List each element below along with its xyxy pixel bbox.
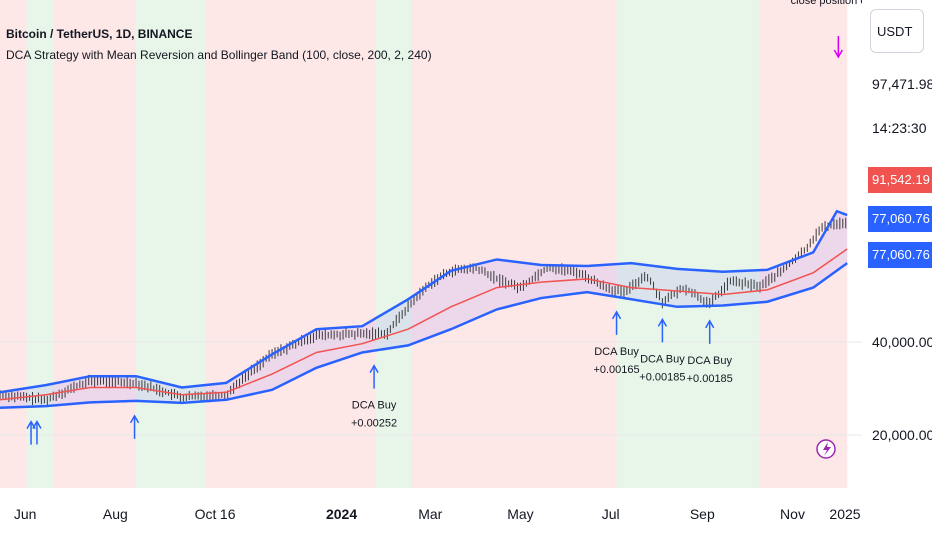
x-tick-label: 2025: [829, 506, 860, 522]
dca-buy-marker[interactable]: DCA Buy +0.00252: [351, 364, 397, 430]
x-tick-label: 16: [220, 506, 236, 522]
x-tick-label: Nov: [780, 506, 805, 522]
grid: [0, 341, 862, 436]
background-zones: [0, 0, 848, 488]
bollinger-band-fill: [0, 211, 848, 408]
buy-label: DCA Buy: [640, 353, 685, 365]
bar-countdown: 14:23:30: [872, 120, 927, 136]
price-series[interactable]: [0, 217, 847, 406]
buy-amount: +0.00165: [593, 364, 639, 376]
buy-amount: +0.00252: [351, 418, 397, 430]
x-tick-label: Sep: [690, 506, 715, 522]
background-zone: [26, 0, 54, 488]
buy-arrow-head: [657, 317, 668, 327]
y-tick-label: 40,000.00: [872, 334, 932, 350]
background-zone: [616, 0, 760, 488]
background-zone: [759, 0, 848, 488]
background-zone: [375, 0, 412, 488]
buy-label: DCA Buy: [594, 346, 639, 358]
buy-arrow-head: [705, 319, 715, 329]
buy-amount: +0.00185: [639, 371, 685, 383]
lower-band-line[interactable]: [0, 262, 848, 410]
strategy-title[interactable]: DCA Strategy with Mean Reversion and Bol…: [6, 48, 432, 62]
x-tick-label: Jul: [602, 506, 620, 522]
price-tag-lower: 77,060.76: [868, 242, 932, 268]
upper-band-line[interactable]: [0, 209, 848, 394]
price-tag-upper: 91,542.19: [868, 167, 932, 193]
x-axis-bg: [0, 488, 932, 550]
x-tick-label: May: [507, 506, 533, 522]
buy-arrow-head: [369, 364, 379, 373]
buy-arrow-head: [32, 419, 42, 429]
symbol-title[interactable]: Bitcoin / TetherUS, 1D, BINANCE: [6, 27, 193, 41]
background-zone: [205, 0, 376, 488]
buy-label: DCA Buy: [352, 400, 397, 412]
chart-legend: Bitcoin / TetherUS, 1D, BINANCE DCA Stra…: [6, 24, 432, 66]
buy-arrow-head: [611, 310, 622, 320]
close-label: close position order: [791, 0, 887, 7]
x-tick-label: Jun: [14, 506, 37, 522]
x-tick-label: 2024: [326, 506, 357, 522]
background-zone: [411, 0, 617, 488]
basis-line[interactable]: [0, 248, 848, 401]
dca-buy-marker[interactable]: DCA Buy +0.00185: [687, 319, 733, 385]
dca-buy-marker[interactable]: DCA Buy +0.00165: [593, 310, 640, 376]
replay-icon[interactable]: [816, 439, 836, 459]
x-tick-label: Oct: [195, 506, 217, 522]
x-axis: Jun Aug Oct 16 2024 Mar May Jul Sep Nov 2025: [0, 488, 932, 550]
buy-amount: +0.00185: [687, 373, 733, 385]
x-tick-label: Aug: [103, 506, 128, 522]
x-tick-label: Mar: [418, 506, 442, 522]
price-tag-basis: 77,060.76: [868, 206, 932, 232]
series-layer: [0, 209, 848, 410]
background-zone: [0, 0, 27, 488]
background-zone: [53, 0, 137, 488]
buy-label: DCA Buy: [687, 355, 732, 367]
buy-arrow-head: [129, 414, 140, 424]
dca-buy-marker[interactable]: [32, 419, 42, 445]
currency-selector[interactable]: USDT: [870, 9, 924, 53]
background-zone: [136, 0, 206, 488]
close-arrow-head: [833, 49, 843, 59]
last-price-label: 97,471.98: [872, 76, 932, 92]
close-position-marker[interactable]: close position order: [791, 0, 887, 59]
dca-buy-marker[interactable]: [129, 414, 140, 439]
y-tick-label: 20,000.00: [872, 427, 932, 443]
dca-buy-marker[interactable]: DCA Buy +0.00185: [639, 317, 685, 383]
